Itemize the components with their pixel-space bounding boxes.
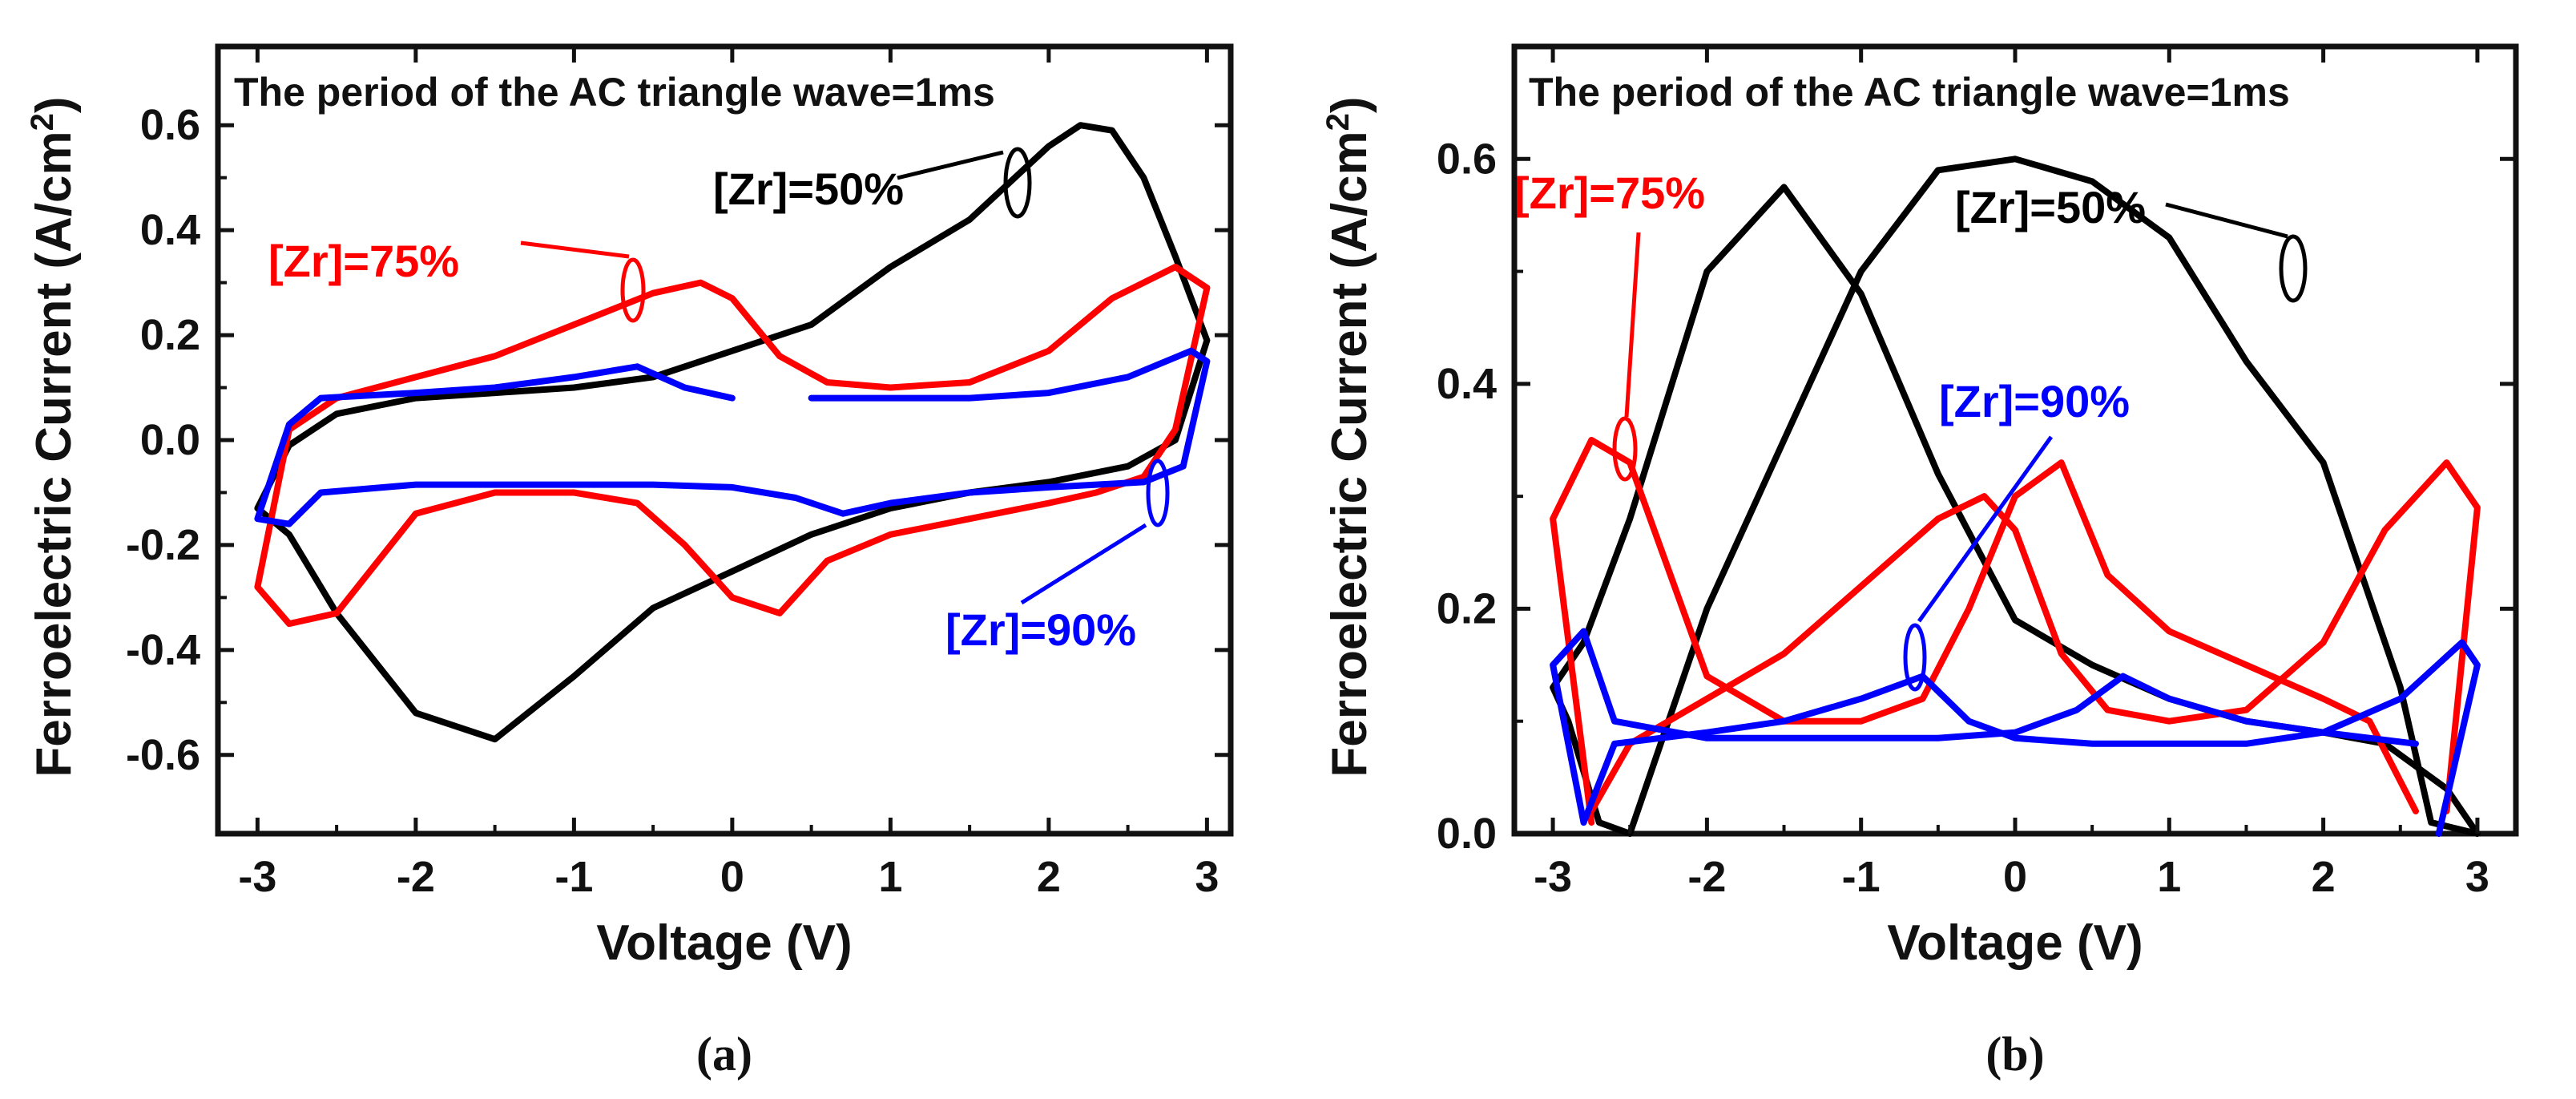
panel-a-xtick-label: -1 — [554, 853, 593, 901]
panel-b-xtick-label: 2 — [2312, 853, 2336, 901]
panel-a-pointer-zr75 — [520, 240, 646, 323]
panel-a-ytick-label: 0.0 — [140, 416, 200, 464]
panel-a-annotation-zr75: [Zr]=75% — [268, 236, 459, 286]
panel-b-title: The period of the AC triangle wave=1ms — [1529, 70, 2290, 115]
panel-a-ytick-label: -0.6 — [126, 731, 200, 779]
panel-b-series-zr-75-neg — [1550, 437, 2419, 826]
panel-a-ytick-label: -0.4 — [126, 626, 200, 674]
panel-a-annotation-zr90: [Zr]=90% — [945, 604, 1136, 655]
panel-a-pointer-zr90 — [1020, 459, 1170, 605]
panel-b-ytick-label: 0.4 — [1437, 360, 1497, 408]
panel-a-ytick-label: 0.4 — [140, 206, 200, 254]
panel-b-xtick-label: -3 — [1534, 853, 1572, 901]
panel-a-ylabel: Ferroelectric Current (A/cm2) — [25, 96, 82, 777]
panel-a-xlabel: Voltage (V) — [596, 915, 852, 971]
panel-b-ylabel-close: ) — [1322, 96, 1377, 113]
panel-a-series-zr-90 — [254, 347, 1211, 527]
panel-b-ylabel: Ferroelectric Current (A/cm2) — [1320, 96, 1377, 777]
panel-a-ytick-label: 0.2 — [140, 311, 200, 359]
panel-a-xtick-label: -3 — [238, 853, 276, 901]
panel-b-series-zr-75-pos — [1588, 459, 2481, 814]
panel-b-xtick-label: 3 — [2465, 853, 2489, 901]
panel-a-title: The period of the AC triangle wave=1ms — [234, 70, 995, 115]
panel-a-series-zr-50 — [254, 122, 1211, 743]
panel-b-pointer-zr75 — [1612, 232, 1641, 482]
panel-b-ylabel-main: Ferroelectric Current (A/cm — [1322, 131, 1377, 777]
panel-b-series-zr-90-neg — [1550, 628, 2419, 826]
panel-b-series-zr-90-pos — [1580, 639, 2481, 837]
panel-a-ylabel-close: ) — [26, 96, 82, 113]
panel-b-xtick-label: 1 — [2157, 853, 2181, 901]
panel-b-xtick-label: 0 — [2003, 853, 2027, 901]
panel-b: -3 -2 -1 0 1 2 3 0.0 0.2 0.4 0.6 The period of the… — [1320, 43, 2519, 1081]
panel-a-ylabel-main: Ferroelectric Current (A/cm — [26, 131, 82, 777]
panel-a: -3 -2 -1 0 1 2 3 -0.6 -0.4 -0.2 0.0 0.2 0.4 0.6 The p… — [25, 43, 1234, 1081]
panel-b-annotation-zr50: [Zr]=50% — [1955, 182, 2146, 232]
panel-a-series-zr-75 — [254, 264, 1211, 628]
panel-b-series-zr-50 — [1550, 156, 2481, 837]
panel-a-xtick-label: 2 — [1037, 853, 1061, 901]
panel-b-xlabel: Voltage (V) — [1887, 915, 2143, 971]
panel-b-xtick-label: -2 — [1687, 853, 1726, 901]
panel-a-pointer-zr50 — [897, 147, 1032, 219]
panel-b-pointer-zr50 — [2165, 202, 2308, 303]
panel-a-xtick-label: -2 — [397, 853, 435, 901]
panel-b-pointer-zr90 — [1903, 435, 2054, 692]
panel-b-ytick-label: 0.2 — [1437, 584, 1497, 632]
panel-b-xtick-label: -1 — [1842, 853, 1881, 901]
panel-a-ytick-label: 0.6 — [140, 101, 200, 149]
panel-a-xtick-label: 0 — [720, 853, 744, 901]
panel-a-xtick-label: 3 — [1195, 853, 1219, 901]
panel-b-ytick-label: 0.6 — [1437, 135, 1497, 183]
panel-b-annotation-zr90: [Zr]=90% — [1939, 376, 2130, 426]
panel-a-annotation-zr50: [Zr]=50% — [713, 164, 904, 214]
panel-b-ytick-label: 0.0 — [1437, 810, 1497, 858]
panel-b-ylabel-sup: 2 — [1320, 113, 1356, 131]
panel-a-xtick-label: 1 — [878, 853, 902, 901]
panel-a-ylabel-sup: 2 — [25, 113, 60, 131]
panel-a-caption: (a) — [696, 1028, 752, 1081]
panel-b-caption: (b) — [1985, 1028, 2044, 1081]
panel-b-annotation-zr75: [Zr]=75% — [1514, 168, 1705, 218]
panel-a-ytick-label: -0.2 — [126, 521, 200, 569]
